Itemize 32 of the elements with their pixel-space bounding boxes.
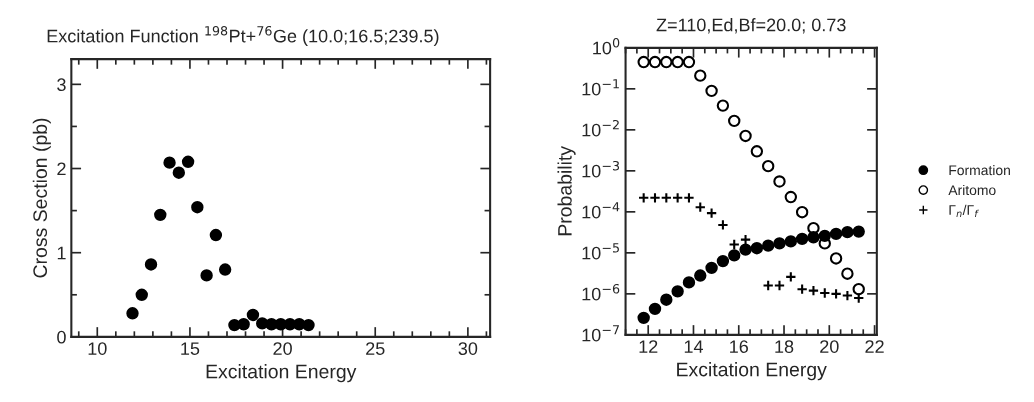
x-tick-label: 20 bbox=[273, 342, 292, 355]
x-tick-label: 10 bbox=[88, 342, 107, 355]
chart-title: Excitation Function $^{198}$Pt+$^{76}$Ge (10.0;16.5;239.5) bbox=[47, 26, 439, 47]
legend-label: Γ$_{n}$/Γ$_{f}$ bbox=[949, 204, 979, 218]
y-tick-label: 3 bbox=[57, 78, 66, 92]
x-tick-label: 12 bbox=[639, 340, 658, 353]
y-tick-label: 0 bbox=[57, 330, 66, 344]
x-tick-label: 25 bbox=[366, 342, 385, 355]
y-tick-label: 1 bbox=[57, 246, 66, 260]
y-tick-label: 10$^{−6}$ bbox=[582, 283, 620, 301]
x-tick-label: 16 bbox=[730, 340, 748, 353]
x-tick-label: 14 bbox=[684, 340, 703, 353]
y-tick-label: 10$^{−2}$ bbox=[582, 119, 619, 137]
y-tick-label: 10$^{0}$ bbox=[593, 37, 620, 55]
x-axis-title: Excitation Energy bbox=[206, 364, 357, 383]
y-tick-label: 10$^{−5}$ bbox=[582, 243, 619, 260]
x-tick-label: 30 bbox=[458, 342, 478, 355]
y-axis-title: Probability bbox=[557, 145, 576, 236]
x-tick-label: 15 bbox=[181, 342, 200, 355]
y-tick-label: 10$^{−4}$ bbox=[582, 202, 620, 219]
y-tick-label: 10$^{−1}$ bbox=[582, 79, 619, 96]
chart-title: Z=110,Ed,Bf=20.0; 0.73 bbox=[656, 18, 846, 34]
legend-label: Aritomo bbox=[948, 184, 996, 196]
legend-label: Formation bbox=[949, 164, 1010, 176]
x-tick-label: 20 bbox=[820, 340, 839, 353]
y-axis-title: Cross Section (pb) bbox=[32, 118, 51, 278]
x-tick-label: 18 bbox=[775, 340, 794, 353]
y-tick-label: 10$^{−3}$ bbox=[582, 160, 620, 178]
y-tick-label: 10$^{−7}$ bbox=[582, 325, 619, 342]
y-tick-label: 2 bbox=[57, 162, 66, 176]
x-axis-title: Excitation Energy bbox=[677, 362, 827, 381]
x-tick-label: 22 bbox=[865, 340, 884, 353]
